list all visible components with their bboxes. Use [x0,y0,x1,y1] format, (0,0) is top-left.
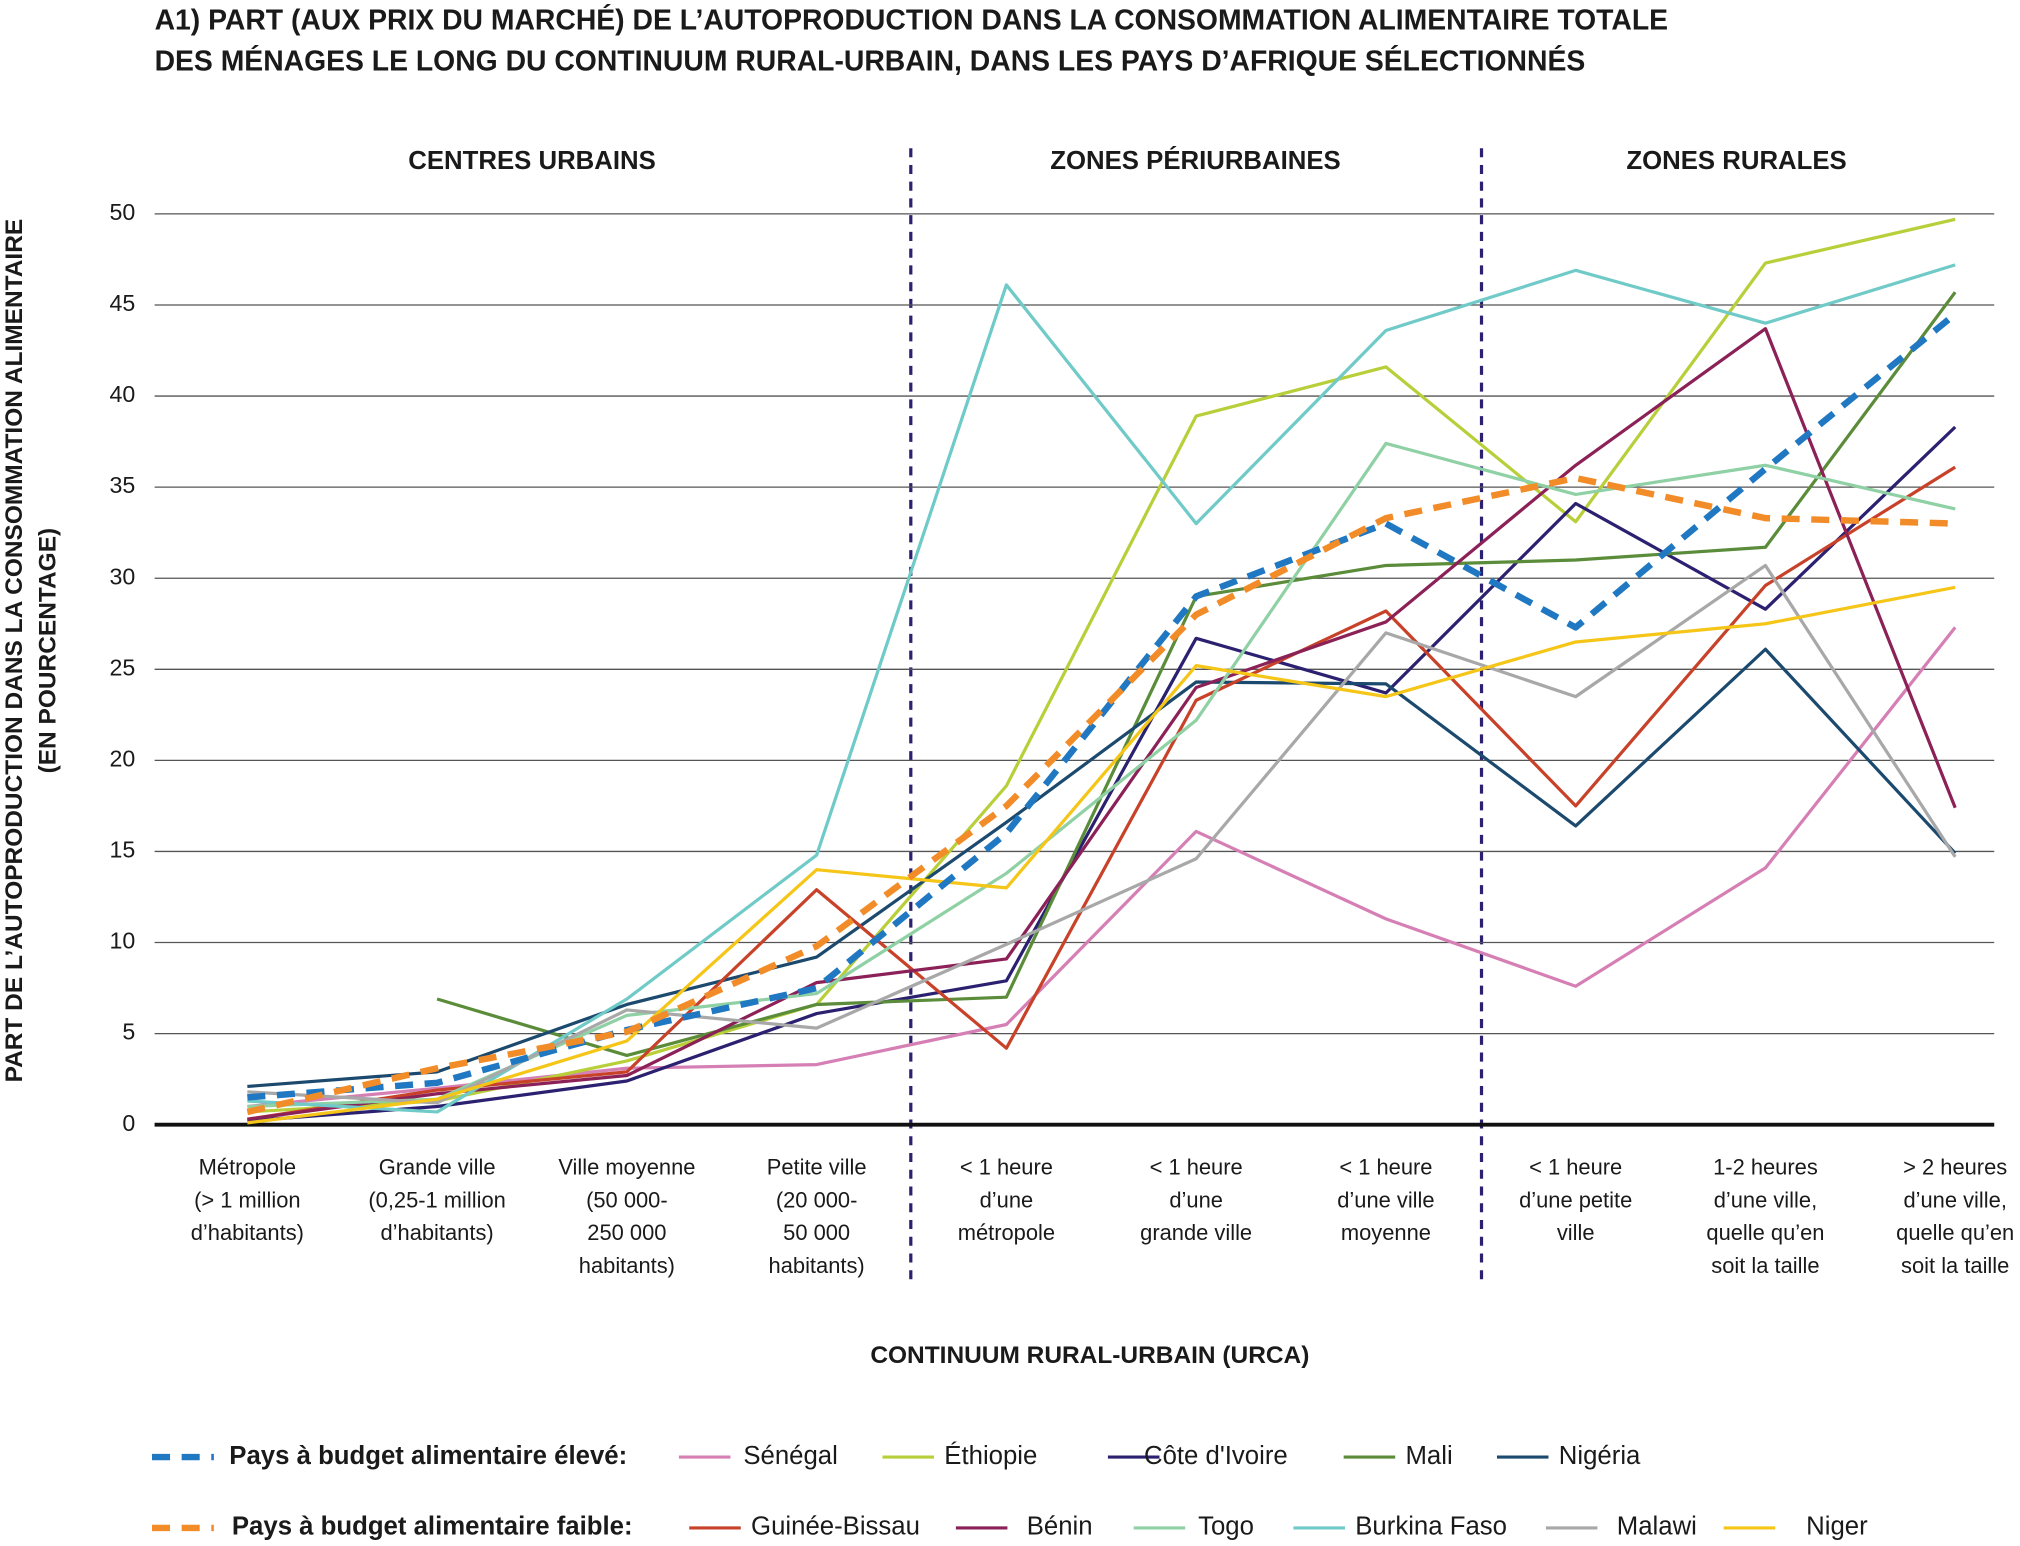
x-tick-label: Métropole (> 1 million d’habitants) [191,1154,304,1245]
legend-label: Sénégal [743,1442,838,1470]
x-tick-label: Ville moyenne (50 000-250 000 habitants) [558,1154,695,1278]
y-axis-label: (EN POURCENTAGE) [34,528,61,774]
legend-label: Niger [1806,1513,1868,1541]
country-line [247,585,1956,1125]
y-tick-label: 50 [109,199,135,225]
country-line [247,465,1957,1121]
zone-label: CENTRES URBAINS [408,147,656,175]
y-tick-label: 0 [122,1110,135,1136]
legend-label: Burkina Faso [1355,1513,1507,1541]
country-line [247,327,1957,1121]
y-tick-label: 15 [109,837,135,863]
y-tick-label: 5 [122,1019,135,1045]
x-tick-label: Petite ville (20 000-50 000 habitants) [767,1154,867,1278]
y-tick-label: 20 [109,746,135,772]
legend-label: Pays à budget alimentaire élevé: [229,1442,627,1470]
legend-label: Bénin [1027,1513,1093,1541]
country-line [247,425,1957,1123]
country-line [247,647,1957,1089]
x-tick-label: Grande ville (0,25-1 million d’habitants) [368,1154,505,1245]
legend-label: Nigéria [1559,1442,1641,1470]
y-tick-label: 40 [109,381,135,407]
zone-label: ZONES PÉRIURBAINES [1050,146,1340,175]
group-line [247,311,1958,1101]
country-line [436,291,1957,1058]
country-line [247,263,1956,1114]
chart-title: A1) PART (AUX PRIX DU MARCHÉ) DE L’AUTOP… [155,4,1668,36]
y-tick-label: 45 [109,290,135,316]
country-line [247,563,1957,1105]
country-line [247,217,1956,1114]
y-tick-label: 35 [109,472,135,498]
y-tick-label: 10 [109,928,135,954]
x-tick-label: < 1 heure d’une grande ville [1140,1154,1252,1245]
chart-title: DES MÉNAGES LE LONG DU CONTINUUM RURAL-U… [155,46,1586,78]
y-tick-label: 30 [109,563,135,589]
legend-label: Éthiopie [944,1441,1037,1470]
x-tick-label: < 1 heure d’une petite ville [1519,1154,1632,1245]
y-tick-label: 25 [109,654,135,680]
legend-label: Togo [1198,1513,1254,1541]
x-tick-label: 1-2 heures d’une ville, quelle qu’en soit l… [1706,1154,1824,1278]
legend-label: Guinée-Bissau [751,1513,920,1541]
x-tick-label: < 1 heure d’une ville moyenne [1337,1154,1434,1245]
x-tick-label: > 2 heures d’une ville, quelle qu’en soit l… [1896,1154,2014,1278]
legend-label: Pays à budget alimentaire faible: [232,1513,633,1541]
x-tick-label: < 1 heure d’une métropole [958,1154,1055,1245]
legend-label: Mali [1405,1442,1452,1470]
legend-label: Malawi [1617,1513,1697,1541]
y-axis-label: PART DE L’AUTOPRODUCTION DANS LA CONSOMM… [1,219,28,1083]
group-line [246,474,1956,1116]
zone-label: ZONES RURALES [1626,147,1846,175]
x-axis-label: CONTINUUM RURAL-URBAIN (URCA) [870,1342,1309,1369]
country-line [247,626,1957,1109]
legend-label: Côte d'Ivoire [1144,1442,1288,1470]
